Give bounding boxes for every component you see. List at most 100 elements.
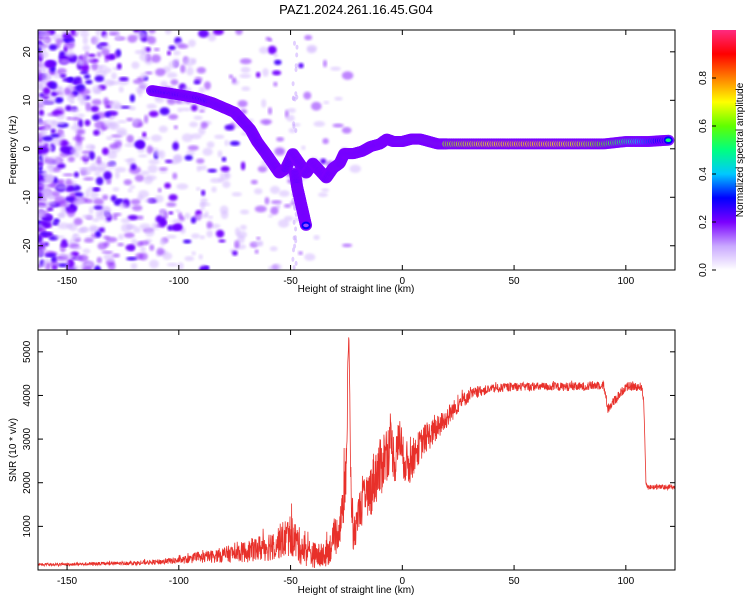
noise-blob <box>46 163 54 170</box>
noise-blob <box>198 86 205 93</box>
noise-blob <box>292 247 295 253</box>
noise-blob <box>46 232 54 237</box>
spectrogram-x-tick-label: 50 <box>509 276 521 287</box>
noise-blob <box>261 99 267 108</box>
noise-blob <box>144 114 149 124</box>
noise-blob <box>159 238 166 246</box>
noise-blob <box>181 133 193 142</box>
noise-blob <box>204 81 211 90</box>
noise-blob <box>294 217 300 223</box>
noise-blob <box>177 43 189 49</box>
noise-blob <box>65 201 70 208</box>
noise-blob <box>91 62 99 71</box>
noise-blob <box>80 63 90 73</box>
noise-blob <box>133 227 141 233</box>
noise-blob <box>117 242 125 247</box>
noise-blob <box>82 266 93 270</box>
noise-blob <box>125 244 136 251</box>
noise-blob <box>57 258 65 262</box>
spectrogram-y-tick-label: 10 <box>22 94 33 106</box>
noise-blob <box>134 174 145 182</box>
noise-blob <box>40 72 51 81</box>
noise-blob <box>239 58 252 65</box>
noise-blob <box>191 233 201 239</box>
noise-blob <box>83 238 94 243</box>
noise-blob <box>164 30 172 35</box>
noise-blob <box>304 253 316 261</box>
noise-blob <box>116 127 127 135</box>
noise-blob <box>60 207 67 215</box>
noise-blob <box>232 250 238 256</box>
noise-blob <box>73 246 83 250</box>
noise-blob <box>78 30 90 33</box>
noise-blob <box>322 138 329 145</box>
noise-blob <box>173 50 181 56</box>
noise-blob <box>107 150 118 160</box>
noise-blob <box>177 107 183 113</box>
noise-blob <box>49 156 62 165</box>
noise-blob <box>120 218 131 224</box>
noise-blob <box>269 246 278 252</box>
noise-blob <box>82 36 89 45</box>
noise-blob <box>264 197 270 205</box>
noise-blob <box>83 74 91 79</box>
noise-blob <box>129 185 136 189</box>
noise-blob <box>167 98 176 105</box>
noise-blob <box>66 258 75 268</box>
noise-blob <box>254 205 267 213</box>
noise-blob <box>170 79 179 86</box>
noise-blob <box>104 111 111 118</box>
noise-blob <box>108 80 120 85</box>
noise-blob <box>278 219 290 228</box>
noise-blob <box>42 100 54 106</box>
noise-blob <box>131 238 138 246</box>
noise-blob <box>147 36 157 45</box>
noise-blob <box>237 100 248 108</box>
noise-blob <box>211 186 217 193</box>
noise-blob <box>131 205 143 211</box>
signal-core <box>303 223 309 228</box>
noise-blob <box>114 167 127 173</box>
noise-blob <box>139 52 149 62</box>
noise-blob <box>112 187 120 192</box>
noise-blob <box>131 61 140 69</box>
snr-plot-area <box>38 330 675 570</box>
noise-blob <box>118 233 124 240</box>
noise-blob <box>91 99 102 106</box>
noise-blob <box>334 96 343 101</box>
noise-blob <box>268 265 274 270</box>
spectrogram-x-tick-label: -150 <box>57 276 77 287</box>
noise-blob <box>147 164 158 174</box>
noise-blob <box>50 71 56 75</box>
noise-blob <box>166 202 177 207</box>
snr-x-tick-label: 50 <box>509 576 521 587</box>
noise-blob <box>146 103 157 110</box>
noise-blob <box>40 128 48 137</box>
noise-blob <box>118 86 124 93</box>
noise-blob <box>56 184 68 191</box>
noise-blob <box>212 30 224 36</box>
noise-blob <box>113 52 119 59</box>
noise-blob <box>113 199 121 206</box>
noise-blob <box>41 260 48 268</box>
noise-blob <box>93 41 99 45</box>
noise-blob <box>154 195 164 203</box>
noise-blob <box>98 227 105 233</box>
noise-blob <box>254 249 259 254</box>
signal-core <box>665 138 672 142</box>
noise-blob <box>39 65 47 73</box>
noise-blob <box>155 68 166 77</box>
noise-blob <box>267 107 273 115</box>
noise-blob <box>221 156 227 162</box>
noise-blob <box>294 91 298 97</box>
noise-blob <box>240 66 251 74</box>
noise-blob <box>101 250 114 254</box>
noise-blob <box>240 161 246 171</box>
noise-blob <box>255 71 261 78</box>
snr-y-tick-label: 5000 <box>22 340 33 363</box>
noise-blob <box>123 232 135 238</box>
noise-blob <box>157 187 162 193</box>
noise-blob <box>52 221 59 226</box>
noise-blob <box>118 76 129 82</box>
